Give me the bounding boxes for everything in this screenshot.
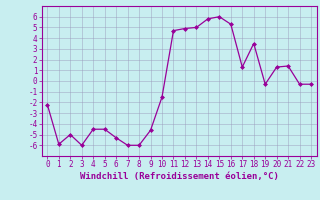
X-axis label: Windchill (Refroidissement éolien,°C): Windchill (Refroidissement éolien,°C) xyxy=(80,172,279,181)
